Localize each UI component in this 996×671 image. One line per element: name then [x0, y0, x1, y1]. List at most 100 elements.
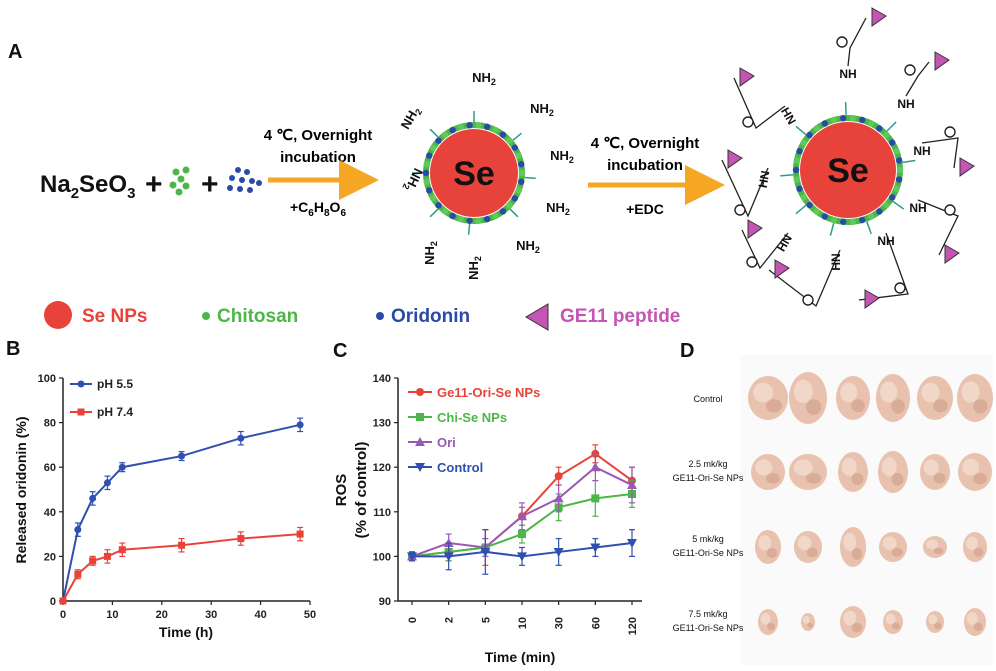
y-tick-label: 80 — [44, 418, 56, 430]
tumor-highlight — [802, 615, 810, 624]
legend-chitosan: Chitosan — [217, 306, 298, 327]
nh2-sub: 2 — [565, 207, 570, 217]
chitosan-cluster-icon — [169, 166, 190, 196]
legend-ge11-peptide: GE11 peptide — [560, 306, 680, 327]
ge11-peptide-icon — [727, 149, 743, 169]
legend-marker — [416, 388, 424, 396]
oridonin-legend-icon — [376, 312, 384, 320]
legend-label: pH 7.4 — [97, 405, 133, 419]
nh2-base: NH — [404, 166, 426, 189]
nh-label: NH — [877, 234, 894, 248]
nh-label: NH — [839, 67, 856, 81]
chitosan-dot — [867, 213, 875, 220]
chitosan-dot — [492, 126, 499, 134]
oridonin-dot — [499, 208, 507, 215]
tumor-highlight — [755, 459, 773, 476]
ge11-peptide-icon — [739, 67, 755, 87]
panel-c-letter: C — [333, 340, 347, 362]
chitosan-dot — [492, 212, 499, 220]
data-point — [553, 493, 564, 503]
chitosan-dot — [457, 123, 465, 131]
nh2-base: NH — [422, 246, 437, 265]
step2-line1: 4 ℃, Overnight — [591, 135, 700, 152]
chitosan-dot — [849, 115, 856, 122]
legend-label: Control — [437, 460, 483, 475]
amide-bond — [768, 249, 841, 308]
tumor-highlight — [793, 379, 813, 404]
chitosan-dot — [800, 194, 807, 201]
step1-line1: 4 ℃, Overnight — [264, 127, 373, 144]
data-point — [178, 541, 186, 549]
tumor-shadow — [806, 472, 822, 484]
chitosan-dot — [423, 178, 431, 186]
reactant-sub1: 2 — [71, 185, 79, 202]
ge11-peptide-icon — [864, 289, 880, 309]
panel-a-letter: A — [8, 41, 22, 63]
data-point — [237, 535, 245, 543]
hn-label: HN — [829, 253, 843, 270]
x-tick-label: 0 — [60, 609, 66, 621]
panel-a-legend: Se NPs Chitosan Oridonin GE11 peptide — [44, 301, 680, 331]
tumor-highlight — [843, 610, 857, 626]
data-point — [553, 547, 564, 557]
tumor-highlight — [840, 382, 858, 403]
tumor-highlight — [966, 612, 978, 625]
oridonin-dot — [449, 126, 456, 134]
oridonin-dot — [796, 185, 803, 192]
tumor-shadow — [933, 472, 946, 484]
chitosan-dot — [423, 160, 431, 168]
legend-label: Ori — [437, 435, 456, 450]
tumor-highlight — [843, 533, 857, 551]
amide-bond — [733, 77, 786, 130]
data-point — [296, 421, 304, 429]
tumor-highlight — [881, 457, 897, 477]
tumor-highlight — [921, 382, 940, 403]
linker-bond — [795, 125, 807, 136]
y-tick-label: 110 — [373, 507, 391, 519]
data-point — [74, 526, 82, 534]
y-axis-title-line1: ROS — [333, 474, 350, 507]
data-point — [517, 552, 527, 562]
linker-bond — [429, 128, 439, 138]
linker-bond — [429, 208, 439, 218]
tumor-shadow — [934, 622, 942, 630]
oxygen-atom-icon — [894, 282, 906, 294]
chitosan-dot — [441, 208, 449, 215]
oridonin-dot — [483, 215, 491, 223]
oridonin-dot — [859, 216, 866, 224]
se-nps-legend-icon — [44, 301, 72, 329]
x-tick-label: 60 — [590, 617, 602, 629]
amide-bond — [721, 159, 769, 218]
nh2-sub: 2 — [413, 107, 424, 116]
tumor-shadow — [851, 399, 865, 413]
tumor-highlight — [760, 612, 771, 625]
treatment-label-dose: 7.5 mk/kg — [688, 609, 727, 619]
x-tick-label: 2 — [444, 617, 456, 623]
nh2-base: NH — [546, 200, 565, 215]
oridonin-dot — [895, 176, 903, 183]
data-point — [118, 463, 126, 471]
ge11-peptide-icon — [944, 244, 960, 264]
chitosan-dot — [475, 122, 482, 129]
linker-bond — [892, 200, 905, 210]
amide-bond — [905, 61, 930, 97]
linker-bond — [467, 223, 471, 235]
nh2-bottom: NH2 — [466, 256, 483, 280]
data-point — [627, 539, 637, 549]
step1-reagent-part-1: H — [314, 199, 324, 215]
step1-reagent-part-2: 8 — [324, 208, 330, 219]
oridonin-dot — [806, 131, 813, 139]
tumor-photo: Control 2.5 mk/kg GE11-Ori-Se NPs 5 mk/kg GE… — [673, 355, 993, 665]
ge11-peptide-icon — [774, 259, 790, 279]
oridonin-dot — [840, 115, 847, 122]
chitosan-dot — [867, 120, 875, 127]
data-point — [591, 494, 600, 503]
oridonin-dot — [792, 166, 800, 174]
tumor-highlight — [793, 459, 813, 476]
oridonin-dot — [840, 218, 847, 225]
chitosan-dot — [515, 152, 522, 159]
oridonin-dot — [511, 195, 519, 202]
legend-marker — [416, 413, 424, 421]
oridonin-dot — [435, 137, 442, 144]
